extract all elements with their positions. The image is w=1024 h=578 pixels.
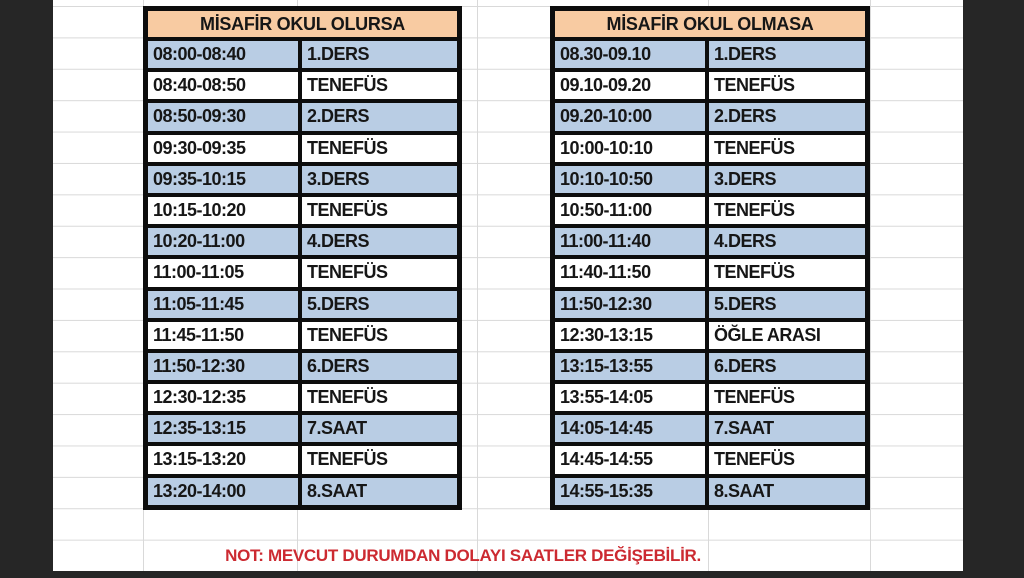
table-row: 09:35-10:15 3.DERS <box>148 161 457 193</box>
table-row: 10:50-11:00 TENEFÜS <box>555 192 865 225</box>
label-cell: 1.DERS <box>302 41 457 69</box>
time-cell: 10:15-10:20 <box>148 196 302 225</box>
table-row: 11:00-11:40 4.DERS <box>555 224 865 256</box>
time-cell: 09:30-09:35 <box>148 134 302 162</box>
time-cell: 14:55-15:35 <box>555 477 709 505</box>
time-cell: 11:45-11:50 <box>148 321 302 349</box>
table-row: 11:00-11:05 TENEFÜS <box>148 255 457 287</box>
time-cell: 12:30-12:35 <box>148 384 302 412</box>
table-row: 09.10-09.20 TENEFÜS <box>555 68 865 100</box>
table-row: 14:45-14:55 TENEFÜS <box>555 442 865 474</box>
label-cell: TENEFÜS <box>709 446 865 474</box>
table-row: 08.30-09.10 1.DERS <box>555 37 865 69</box>
time-cell: 08:40-08:50 <box>148 72 302 100</box>
label-cell: 7.SAAT <box>709 415 865 443</box>
table-row: 10:15-10:20 TENEFÜS <box>148 192 457 225</box>
label-cell: TENEFÜS <box>302 321 457 349</box>
table-row: 11:40-11:50 TENEFÜS <box>555 255 865 287</box>
table-row: 12:30-13:15 ÖĞLE ARASI <box>555 317 865 349</box>
label-cell: TENEFÜS <box>709 196 865 225</box>
time-cell: 13:15-13:55 <box>555 352 709 381</box>
label-cell: TENEFÜS <box>709 384 865 412</box>
time-cell: 10:50-11:00 <box>555 196 709 225</box>
time-cell: 11:50-12:30 <box>555 290 709 318</box>
table-row: 11:50-12:30 6.DERS <box>148 348 457 381</box>
time-cell: 11:00-11:05 <box>148 259 302 287</box>
schedule-table-misafir-okul-olursa: MİSAFİR OKUL OLURSA 08:00-08:40 1.DERS 08:4… <box>143 6 462 510</box>
label-cell: 3.DERS <box>709 165 865 193</box>
time-cell: 13:15-13:20 <box>148 446 302 474</box>
time-cell: 09:35-10:15 <box>148 165 302 193</box>
table-row: 08:50-09:30 2.DERS <box>148 99 457 131</box>
label-cell: 8.SAAT <box>302 477 457 505</box>
label-cell: 6.DERS <box>302 352 457 381</box>
table-row: 14:55-15:35 8.SAAT <box>555 473 865 505</box>
spreadsheet-background: MİSAFİR OKUL OLURSA 08:00-08:40 1.DERS 08:4… <box>53 0 963 571</box>
table-row: 10:00-10:10 TENEFÜS <box>555 130 865 162</box>
table-row: 11:50-12:30 5.DERS <box>555 286 865 318</box>
label-cell: 1.DERS <box>709 41 865 69</box>
note-text: NOT: MEVCUT DURUMDAN DOLAYI SAATLER DEĞİ… <box>225 546 701 565</box>
time-cell: 11:50-12:30 <box>148 352 302 381</box>
label-cell: TENEFÜS <box>709 72 865 100</box>
table-row: 12:30-12:35 TENEFÜS <box>148 380 457 412</box>
time-cell: 13:20-14:00 <box>148 477 302 505</box>
time-cell: 14:45-14:55 <box>555 446 709 474</box>
label-cell: 5.DERS <box>709 290 865 318</box>
time-cell: 12:30-13:15 <box>555 321 709 349</box>
time-cell: 11:40-11:50 <box>555 259 709 287</box>
time-cell: 12:35-13:15 <box>148 415 302 443</box>
time-cell: 10:20-11:00 <box>148 228 302 256</box>
label-cell: 2.DERS <box>709 103 865 131</box>
time-cell: 14:05-14:45 <box>555 415 709 443</box>
label-cell: 5.DERS <box>302 290 457 318</box>
time-cell: 13:55-14:05 <box>555 384 709 412</box>
table-row: 08:40-08:50 TENEFÜS <box>148 68 457 100</box>
table-row: 09.20-10:00 2.DERS <box>555 99 865 131</box>
label-cell: 2.DERS <box>302 103 457 131</box>
label-cell: 4.DERS <box>709 228 865 256</box>
table-title: MİSAFİR OKUL OLURSA <box>148 11 457 37</box>
table-row: 10:20-11:00 4.DERS <box>148 224 457 256</box>
table-row: 13:15-13:55 6.DERS <box>555 348 865 381</box>
label-cell: 7.SAAT <box>302 415 457 443</box>
time-cell: 10:10-10:50 <box>555 165 709 193</box>
time-cell: 11:05-11:45 <box>148 290 302 318</box>
table-row: 10:10-10:50 3.DERS <box>555 161 865 193</box>
table-row: 13:20-14:00 8.SAAT <box>148 473 457 505</box>
schedule-table-misafir-okul-olmasa: MİSAFİR OKUL OLMASA 08.30-09.10 1.DERS 09.1… <box>550 6 870 510</box>
time-cell: 08:50-09:30 <box>148 103 302 131</box>
label-cell: TENEFÜS <box>302 72 457 100</box>
label-cell: TENEFÜS <box>302 384 457 412</box>
time-cell: 09.10-09.20 <box>555 72 709 100</box>
table-row: 13:55-14:05 TENEFÜS <box>555 380 865 412</box>
label-cell: 4.DERS <box>302 228 457 256</box>
time-cell: 08.30-09.10 <box>555 41 709 69</box>
label-cell: TENEFÜS <box>709 259 865 287</box>
label-cell: 3.DERS <box>302 165 457 193</box>
label-cell: 8.SAAT <box>709 477 865 505</box>
time-cell: 11:00-11:40 <box>555 228 709 256</box>
grid-line <box>477 0 478 571</box>
label-cell: TENEFÜS <box>302 196 457 225</box>
label-cell: TENEFÜS <box>302 259 457 287</box>
table-row: 12:35-13:15 7.SAAT <box>148 411 457 443</box>
grid-line <box>870 0 871 571</box>
time-cell: 09.20-10:00 <box>555 103 709 131</box>
table-row: 14:05-14:45 7.SAAT <box>555 411 865 443</box>
time-cell: 08:00-08:40 <box>148 41 302 69</box>
table-title: MİSAFİR OKUL OLMASA <box>555 11 865 37</box>
time-cell: 10:00-10:10 <box>555 134 709 162</box>
table-row: 11:05-11:45 5.DERS <box>148 286 457 318</box>
label-cell: ÖĞLE ARASI <box>709 321 865 349</box>
label-cell: TENEFÜS <box>302 134 457 162</box>
table-row: 08:00-08:40 1.DERS <box>148 37 457 69</box>
table-row: 09:30-09:35 TENEFÜS <box>148 130 457 162</box>
label-cell: TENEFÜS <box>302 446 457 474</box>
table-row: 11:45-11:50 TENEFÜS <box>148 317 457 349</box>
label-cell: TENEFÜS <box>709 134 865 162</box>
label-cell: 6.DERS <box>709 352 865 381</box>
table-row: 13:15-13:20 TENEFÜS <box>148 442 457 474</box>
